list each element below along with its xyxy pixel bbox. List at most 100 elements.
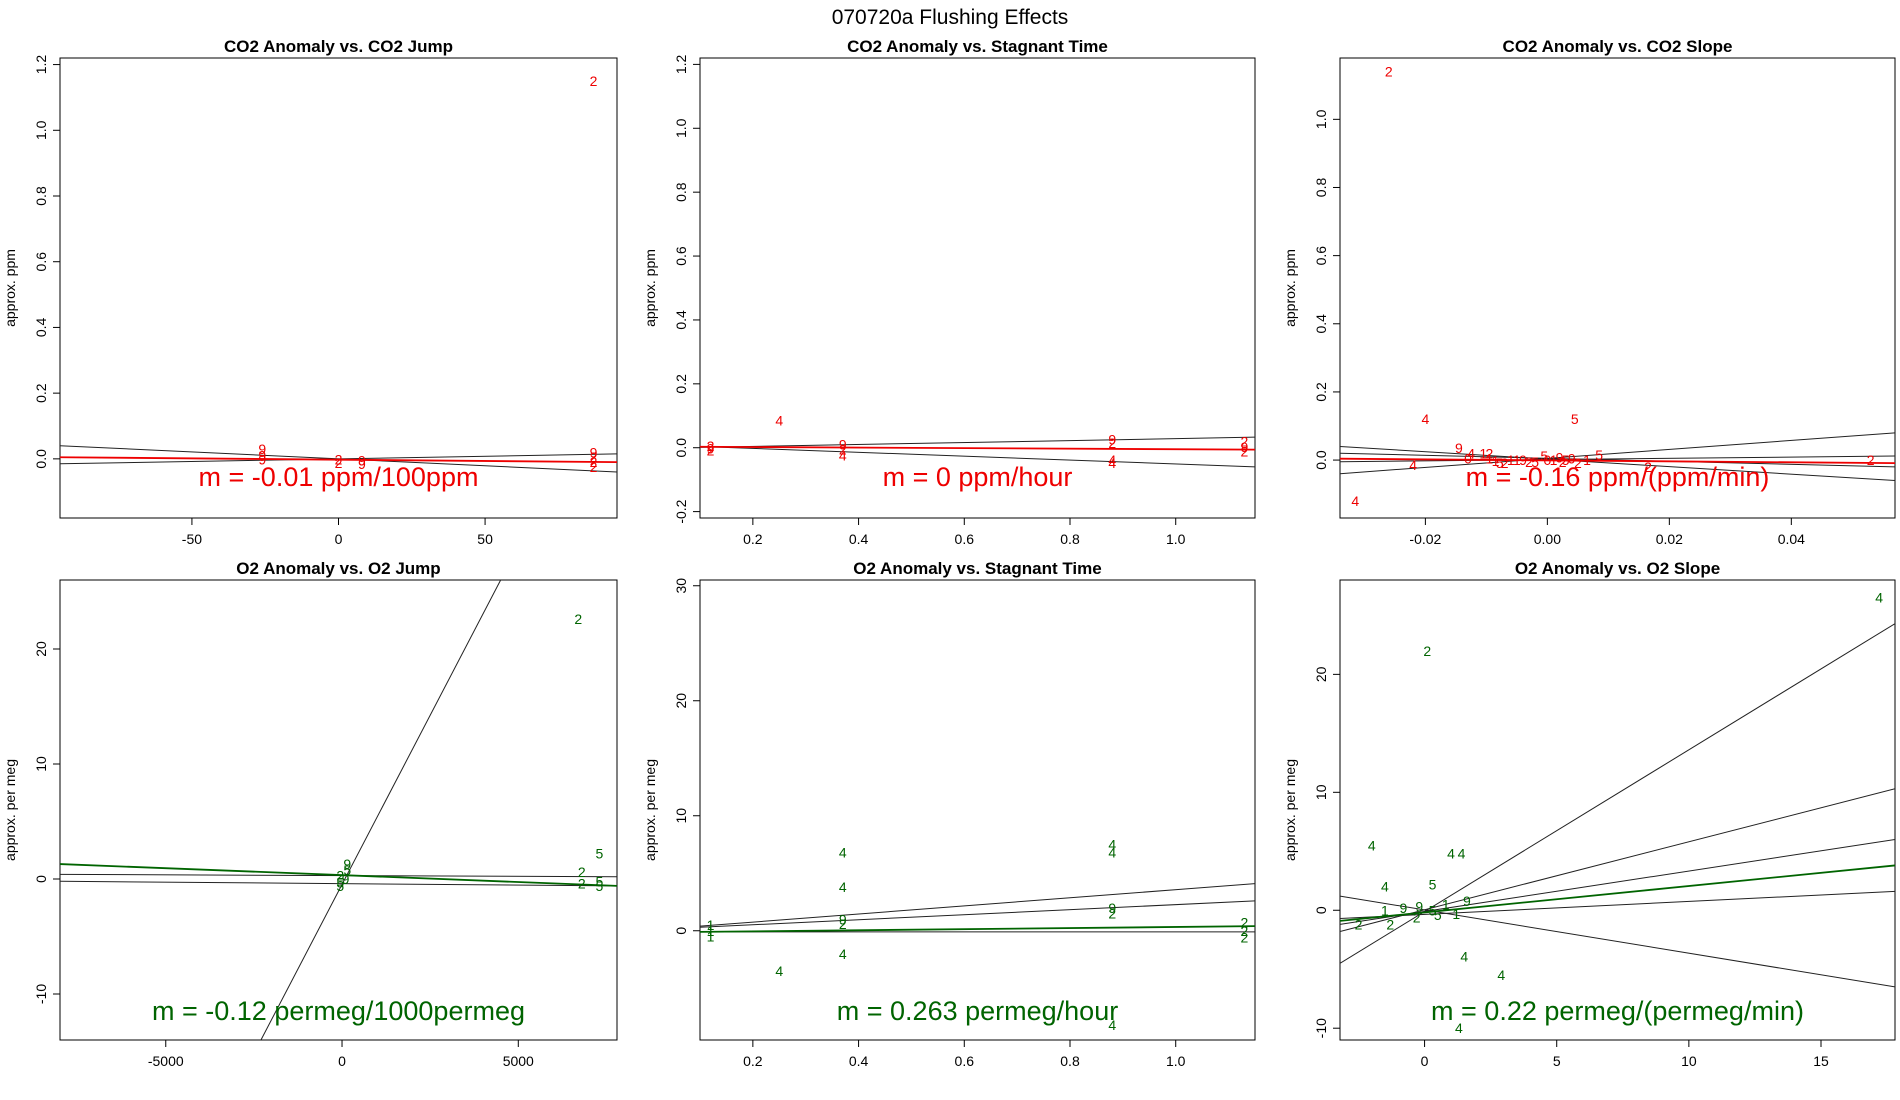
fit-line [700, 883, 1255, 927]
y-tick-label: 10 [33, 756, 49, 772]
data-point: 2 [839, 916, 847, 932]
data-point: 1 [1583, 452, 1591, 468]
x-tick-label: 0.6 [955, 1053, 975, 1069]
data-point: 4 [1351, 493, 1359, 509]
data-point: 2 [1241, 433, 1249, 449]
x-tick-label: 0.6 [955, 531, 975, 547]
data-point: 1 [1513, 452, 1521, 468]
data-point: 9 [258, 448, 266, 464]
data-point: 1 [1452, 906, 1460, 922]
slope-annotation: m = 0.22 permeg/(permeg/min) [1431, 996, 1804, 1026]
data-point: 2 [335, 452, 343, 468]
data-point: 4 [1409, 457, 1417, 473]
y-tick-label: 1.0 [1313, 109, 1329, 129]
data-point: 5 [336, 874, 344, 890]
y-tick-label: 0.2 [1313, 382, 1329, 402]
panel-title: CO2 Anomaly vs. Stagnant Time [847, 37, 1108, 56]
x-tick-label: -0.02 [1409, 531, 1441, 547]
data-point: 0 [1543, 452, 1551, 468]
data-point: 9 [1400, 900, 1408, 916]
y-tick-label: 0.4 [33, 317, 49, 337]
y-tick-label: 1.2 [33, 55, 49, 75]
data-point: 9 [1241, 439, 1249, 455]
data-point: 9 [1556, 449, 1564, 465]
data-point: 2 [578, 864, 586, 880]
x-tick-label: 15 [1813, 1053, 1829, 1069]
fit-line [1340, 432, 1895, 475]
fit-line [1340, 895, 1895, 988]
data-point: 2 [1386, 916, 1394, 932]
data-point: 2 [1525, 454, 1533, 470]
x-tick-label: 0 [335, 531, 343, 547]
data-point: 2 [1501, 455, 1509, 471]
y-tick-label: 0.4 [1313, 314, 1329, 334]
data-point: 4 [1108, 845, 1116, 861]
y-tick-label: 0 [673, 927, 689, 935]
data-point: 4 [1458, 846, 1466, 862]
data-point: 2 [1559, 454, 1567, 470]
data-point: 9 [358, 456, 366, 472]
data-point: 2 [1241, 444, 1249, 460]
data-point: 1 [1486, 450, 1494, 466]
data-point: 2 [335, 455, 343, 471]
data-point: 2 [578, 876, 586, 892]
x-tick-label: 5 [1553, 1053, 1561, 1069]
x-tick-label: -50 [182, 531, 202, 547]
y-tick-label: 30 [673, 578, 689, 594]
y-tick-label: 1.0 [33, 120, 49, 140]
y-tick-label: 20 [673, 693, 689, 709]
data-point: 9 [1108, 900, 1116, 916]
main-fit-line [1340, 864, 1895, 922]
y-tick-label: 0 [33, 875, 49, 883]
data-point: 4 [1875, 590, 1883, 606]
data-point: 9 [839, 911, 847, 927]
fit-line [1340, 838, 1895, 925]
y-tick-label: 0.2 [33, 383, 49, 403]
data-point: 1 [1507, 452, 1515, 468]
data-point: 1 [1381, 902, 1389, 918]
y-tick-label: 0.0 [1313, 450, 1329, 470]
slope-annotation: m = 0 ppm/hour [883, 462, 1073, 492]
data-point: 2 [707, 442, 715, 458]
data-point: 5 [1595, 447, 1603, 463]
data-point: 4 [1108, 455, 1116, 471]
y-tick-label: 0.6 [1313, 246, 1329, 266]
main-fit-line [700, 445, 1255, 451]
data-point: 2 [1423, 643, 1431, 659]
data-point: 5 [595, 878, 603, 894]
data-point: 2 [839, 441, 847, 457]
y-tick-label: 0 [1313, 906, 1329, 914]
slope-annotation: m = -0.16 ppm/(ppm/min) [1466, 462, 1770, 492]
main-fit-line [700, 925, 1255, 933]
data-point: 2 [1867, 452, 1875, 468]
y-tick-label: 0.8 [1313, 178, 1329, 198]
data-point: 4 [775, 413, 783, 429]
y-tick-label: 1.0 [673, 118, 689, 138]
data-point: 1 [1442, 896, 1450, 912]
y-tick-label: 0.8 [33, 186, 49, 206]
y-tick-label: 10 [673, 808, 689, 824]
data-point: 2 [1574, 455, 1582, 471]
y-tick-label: 1.2 [673, 54, 689, 74]
y-tick-label: 10 [1313, 784, 1329, 800]
data-point: 9 [1415, 899, 1423, 915]
main-fit-line [1340, 457, 1895, 465]
y-tick-label: 0.2 [673, 374, 689, 394]
data-point: 1 [707, 917, 715, 933]
x-tick-label: 0.2 [743, 531, 763, 547]
data-point: 4 [1421, 411, 1429, 427]
panel-title: O2 Anomaly vs. O2 Slope [1515, 559, 1720, 578]
data-point: 4 [1497, 967, 1505, 983]
data-point: 2 [1108, 906, 1116, 922]
y-axis-label: approx. per meg [2, 759, 18, 861]
data-point: 5 [1571, 411, 1579, 427]
plot-frame [59, 57, 618, 519]
fit-line [1340, 890, 1895, 920]
data-point: 5 [1434, 907, 1442, 923]
data-point: 4 [1108, 1017, 1116, 1033]
data-point: 1 [1479, 445, 1487, 461]
y-axis-label: approx. ppm [1282, 249, 1298, 327]
